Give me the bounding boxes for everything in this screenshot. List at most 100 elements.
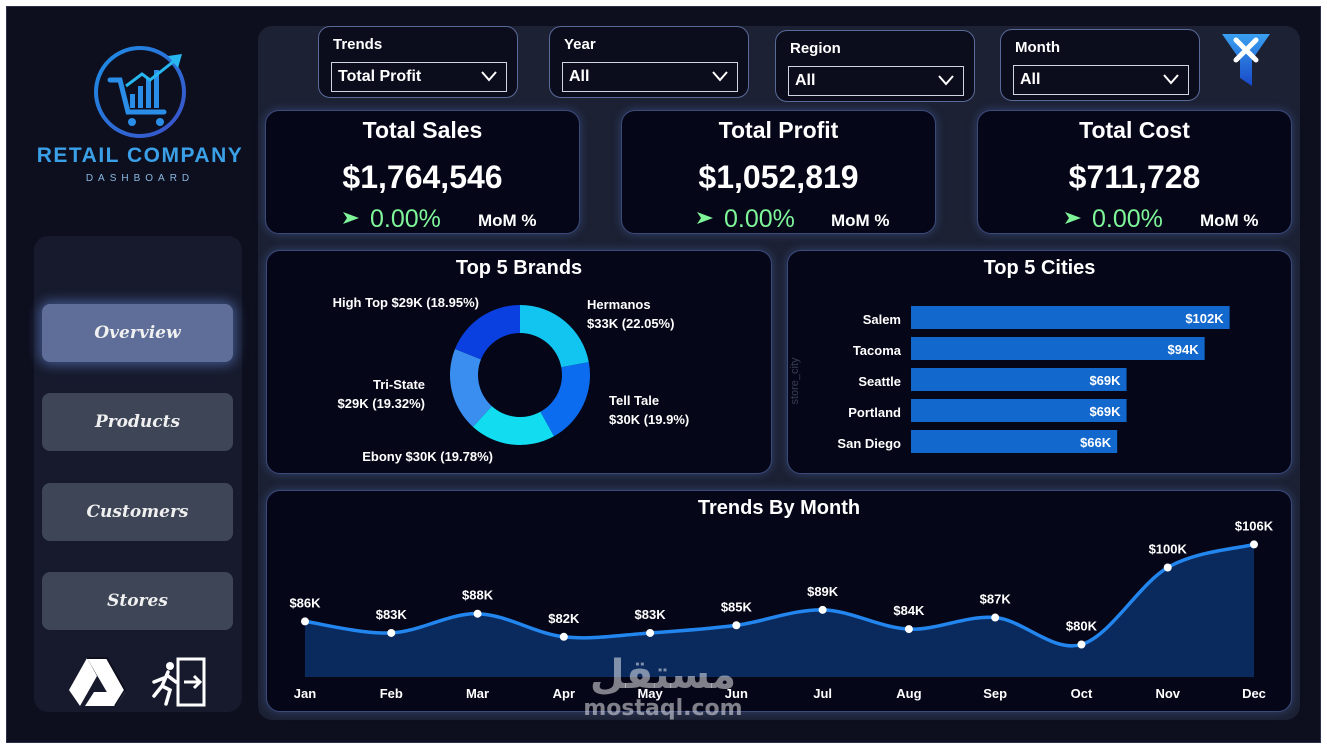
year-value: All (569, 68, 590, 85)
trend-value-label: $83K (376, 607, 408, 622)
year-slicer-label: Year (564, 36, 596, 53)
bar-value-label: $102K (1185, 311, 1224, 326)
trend-value-label: $84K (893, 603, 925, 618)
donut-slice[interactable] (454, 305, 520, 360)
watermark-latin: mostaql.com (583, 696, 743, 721)
axis-label: store_city (789, 357, 801, 405)
trends-card: Trends By Month $86K Jan $83K Feb $88K Mar $82… (266, 490, 1292, 712)
trends-slicer: Trends Total Profit (318, 26, 518, 98)
trend-point[interactable] (1250, 540, 1258, 549)
city-bar[interactable] (911, 399, 1127, 422)
kpi-total-cost: Total Cost $711,728 0.00% MoM % (977, 110, 1292, 234)
nav-overview-button[interactable]: Overview (42, 304, 233, 362)
chevron-down-icon (938, 75, 954, 86)
company-logo: RETAIL COMPANY DASHBOARD (18, 40, 262, 190)
top-cities-card: Top 5 Cities store_city Salem $102K Tacoma $… (787, 250, 1292, 474)
year-dropdown[interactable]: All (562, 62, 738, 92)
trend-value-label: $85K (721, 599, 753, 614)
trend-area (305, 544, 1254, 677)
city-bar[interactable] (911, 306, 1230, 329)
trend-value-label: $106K (1235, 518, 1274, 533)
city-bar[interactable] (911, 337, 1205, 360)
slice-label: Hermanos (587, 297, 651, 312)
kpi-title: Total Profit (718, 117, 839, 143)
donut-slice[interactable] (540, 362, 590, 437)
drive-icon[interactable] (68, 656, 126, 708)
bar-value-label: $66K (1080, 435, 1112, 450)
month-dropdown[interactable]: All (1013, 65, 1189, 95)
exit-icon[interactable] (150, 656, 210, 708)
donut-slice[interactable] (450, 349, 492, 427)
city-label: Seattle (858, 374, 901, 389)
trend-line (304, 542, 1255, 648)
up-arrow-icon (343, 212, 359, 224)
trend-point[interactable] (473, 609, 482, 618)
trend-point[interactable] (991, 613, 1000, 622)
slice-label: Ebony $30K (19.78%) (362, 449, 493, 464)
nav-customers-button[interactable]: Customers (42, 483, 233, 541)
slice-label: Tell Tale (609, 393, 659, 408)
kpi-value: $1,764,546 (342, 159, 503, 195)
cities-chart-title: Top 5 Cities (983, 257, 1096, 279)
trend-point[interactable] (646, 628, 655, 637)
kpi-mom-label: MoM % (1200, 211, 1259, 230)
watermark: مستقل mostaql.com (578, 652, 748, 720)
city-label: Tacoma (853, 343, 902, 358)
kpi-change: 0.00% (724, 205, 795, 233)
trend-value-label: $89K (807, 584, 839, 599)
month-slicer: Month All (1000, 29, 1200, 101)
kpi-title: Total Cost (1079, 117, 1190, 143)
region-slicer: Region All (775, 30, 975, 102)
cart-logo-icon (94, 46, 186, 138)
month-tick-label: May (637, 686, 663, 701)
clear-filter-icon[interactable] (1220, 30, 1272, 90)
trend-point[interactable] (559, 632, 568, 641)
month-tick-label: Jun (725, 686, 748, 701)
trends-value: Total Profit (338, 68, 422, 85)
brands-donut-chart: Hermanos $33K (22.05%) Tell Tale $30K (19.9… (333, 295, 690, 464)
city-bar[interactable] (911, 368, 1127, 391)
donut-slice[interactable] (520, 305, 589, 368)
year-slicer: Year All (549, 26, 749, 98)
region-slicer-label: Region (790, 40, 841, 57)
trend-point[interactable] (1163, 563, 1172, 572)
region-dropdown[interactable]: All (788, 66, 964, 96)
trend-point[interactable] (818, 605, 827, 614)
city-label: Salem (863, 312, 901, 327)
month-tick-label: Jan (294, 686, 316, 701)
trend-value-label: $100K (1149, 542, 1188, 557)
month-slicer-label: Month (1015, 39, 1060, 56)
kpi-total-profit: Total Profit $1,052,819 0.00% MoM % (621, 110, 936, 234)
kpi-title: Total Sales (362, 117, 483, 143)
kpi-value: $1,052,819 (698, 159, 859, 195)
trend-point[interactable] (1077, 640, 1086, 649)
trends-chart-title: Trends By Month (697, 497, 861, 519)
logo-subtitle: DASHBOARD (85, 173, 195, 184)
trend-value-label: $80K (1066, 619, 1098, 634)
donut-slice[interactable] (472, 406, 554, 446)
month-value: All (1020, 71, 1041, 88)
trend-value-label: $83K (635, 607, 667, 622)
trend-point[interactable] (732, 621, 741, 630)
trend-value-label: $87K (980, 592, 1012, 607)
watermark-arabic: مستقل (589, 652, 737, 698)
kpi-mom-label: MoM % (831, 211, 890, 230)
trend-point[interactable] (387, 628, 396, 637)
nav-products-button[interactable]: Products (42, 393, 233, 451)
trend-value-label: $86K (289, 595, 321, 610)
city-bar[interactable] (911, 430, 1118, 453)
month-tick-label: Dec (1242, 686, 1266, 701)
trend-value-label: $82K (548, 611, 580, 626)
kpi-change: 0.00% (1092, 205, 1163, 233)
month-tick-label: Feb (380, 686, 403, 701)
trends-dropdown[interactable]: Total Profit (331, 62, 507, 92)
trend-point[interactable] (904, 625, 913, 634)
kpi-mom-label: MoM % (478, 211, 537, 230)
nav-stores-button[interactable]: Stores (42, 572, 233, 630)
slice-value: $30K (19.9%) (609, 412, 689, 427)
slice-value: $29K (19.32%) (338, 396, 425, 411)
kpi-value: $711,728 (1068, 159, 1201, 195)
month-tick-label: Aug (896, 686, 921, 701)
month-tick-label: Sep (983, 686, 1007, 701)
trend-point[interactable] (301, 617, 309, 626)
